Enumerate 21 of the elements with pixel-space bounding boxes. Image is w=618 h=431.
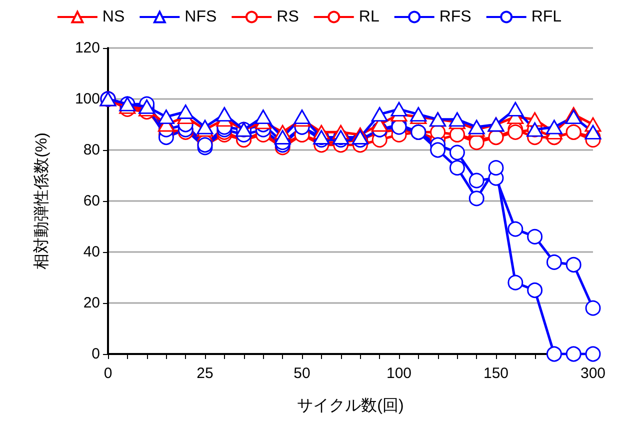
legend-label: RS	[276, 8, 299, 26]
legend-label: NFS	[184, 8, 217, 26]
y-tick-label: 120	[74, 40, 100, 56]
legend-label: RL	[358, 8, 380, 26]
y-tick-label: 20	[83, 294, 100, 312]
x-tick-label: 300	[580, 365, 606, 382]
y-axis-title: 相対動弾性係数(%)	[32, 132, 50, 270]
y-tick-label: 80	[83, 142, 100, 158]
y-tick-label: 60	[83, 192, 100, 210]
x-tick-label: 100	[386, 365, 412, 382]
y-tick-label: 0	[92, 346, 100, 362]
x-tick-label: 50	[294, 365, 310, 382]
y-tick-label: 40	[83, 244, 100, 260]
legend-label: NS	[102, 8, 125, 26]
x-tick-label: 25	[196, 365, 214, 382]
x-tick-label: 0	[104, 365, 112, 382]
x-axis-title: サイクル数(回)	[297, 398, 404, 414]
y-tick-label: 100	[74, 90, 100, 108]
x-tick-label: 150	[483, 365, 509, 382]
legend-label: RFS	[439, 8, 472, 26]
legend-label: RFL	[531, 8, 562, 26]
